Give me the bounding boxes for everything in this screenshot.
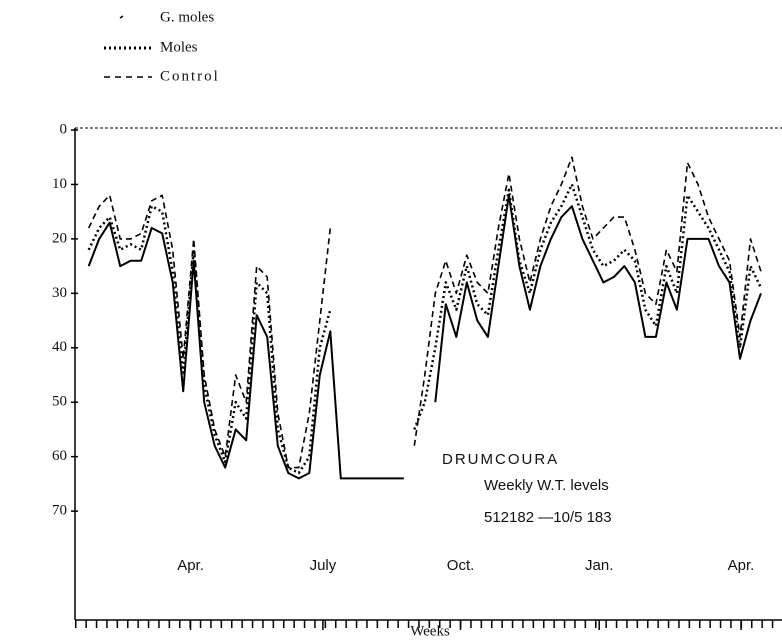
legend-swatch (119, 15, 124, 19)
legend-label: Control (160, 68, 220, 84)
y-tick-label: 60 (52, 448, 67, 464)
annotation: 512182 —10/5 183 (484, 509, 612, 526)
legend-label: Moles (160, 39, 198, 55)
x-tick-label: Apr. (177, 557, 204, 574)
series-line (87, 194, 762, 480)
x-tick-label: Oct. (447, 557, 475, 574)
annotation: DRUMCOURA (442, 451, 559, 468)
series-line (87, 183, 763, 475)
y-tick-label: 40 (52, 339, 67, 355)
series-line (87, 156, 762, 469)
x-tick-label: July (310, 557, 337, 574)
y-tick-label: 0 (60, 121, 68, 137)
annotation: Weekly W.T. levels (484, 477, 609, 494)
y-tick-label: 50 (52, 394, 67, 410)
y-tick-label: 10 (52, 176, 67, 192)
x-tick-label: Apr. (728, 557, 755, 574)
x-tick-label: Jan. (585, 557, 613, 574)
y-tick-label: 30 (52, 285, 67, 301)
legend-label: G. moles (160, 9, 214, 25)
y-tick-label: 20 (52, 230, 67, 246)
y-tick-label: 70 (52, 503, 67, 519)
